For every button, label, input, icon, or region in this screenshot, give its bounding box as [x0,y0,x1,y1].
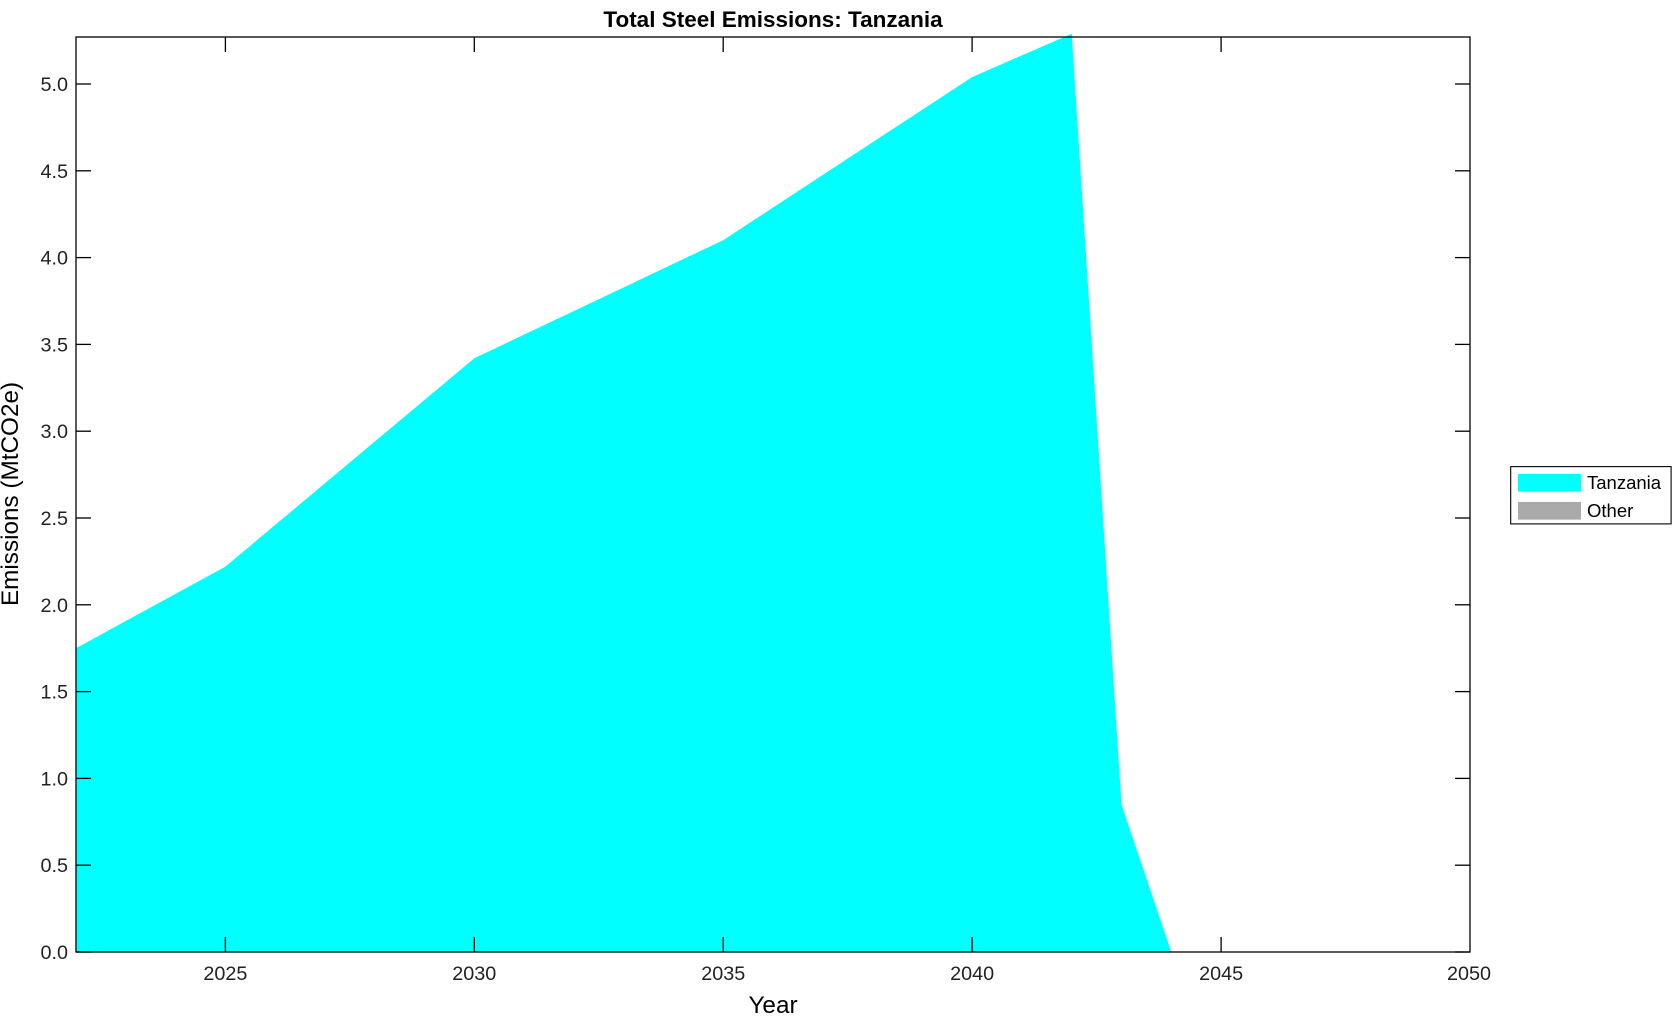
svg-text:0.5: 0.5 [41,855,69,877]
svg-text:Other: Other [1587,500,1633,521]
svg-text:2.5: 2.5 [41,508,69,530]
svg-text:Emissions (MtCO2e): Emissions (MtCO2e) [0,382,24,606]
svg-text:2050: 2050 [1447,963,1491,985]
svg-text:5.0: 5.0 [41,74,69,96]
svg-text:4.0: 4.0 [41,248,69,270]
svg-text:4.5: 4.5 [41,161,69,183]
svg-text:2030: 2030 [452,963,496,985]
svg-text:2035: 2035 [701,963,745,985]
svg-text:0.0: 0.0 [41,942,69,964]
svg-text:1.5: 1.5 [41,682,69,704]
svg-text:Total Steel Emissions: Tanzani: Total Steel Emissions: Tanzania [603,7,943,32]
svg-text:2045: 2045 [1199,963,1243,985]
svg-text:Tanzania: Tanzania [1587,472,1662,493]
svg-text:2025: 2025 [203,963,247,985]
svg-text:2.0: 2.0 [41,595,69,617]
svg-text:3.0: 3.0 [41,421,69,443]
svg-text:3.5: 3.5 [41,334,69,356]
svg-text:Year: Year [748,992,797,1019]
svg-text:2040: 2040 [950,963,994,985]
svg-text:1.0: 1.0 [41,768,69,790]
